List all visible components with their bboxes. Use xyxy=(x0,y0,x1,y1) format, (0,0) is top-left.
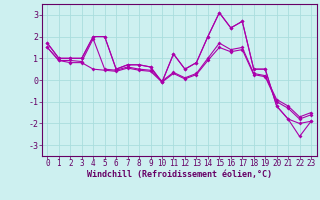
X-axis label: Windchill (Refroidissement éolien,°C): Windchill (Refroidissement éolien,°C) xyxy=(87,170,272,179)
